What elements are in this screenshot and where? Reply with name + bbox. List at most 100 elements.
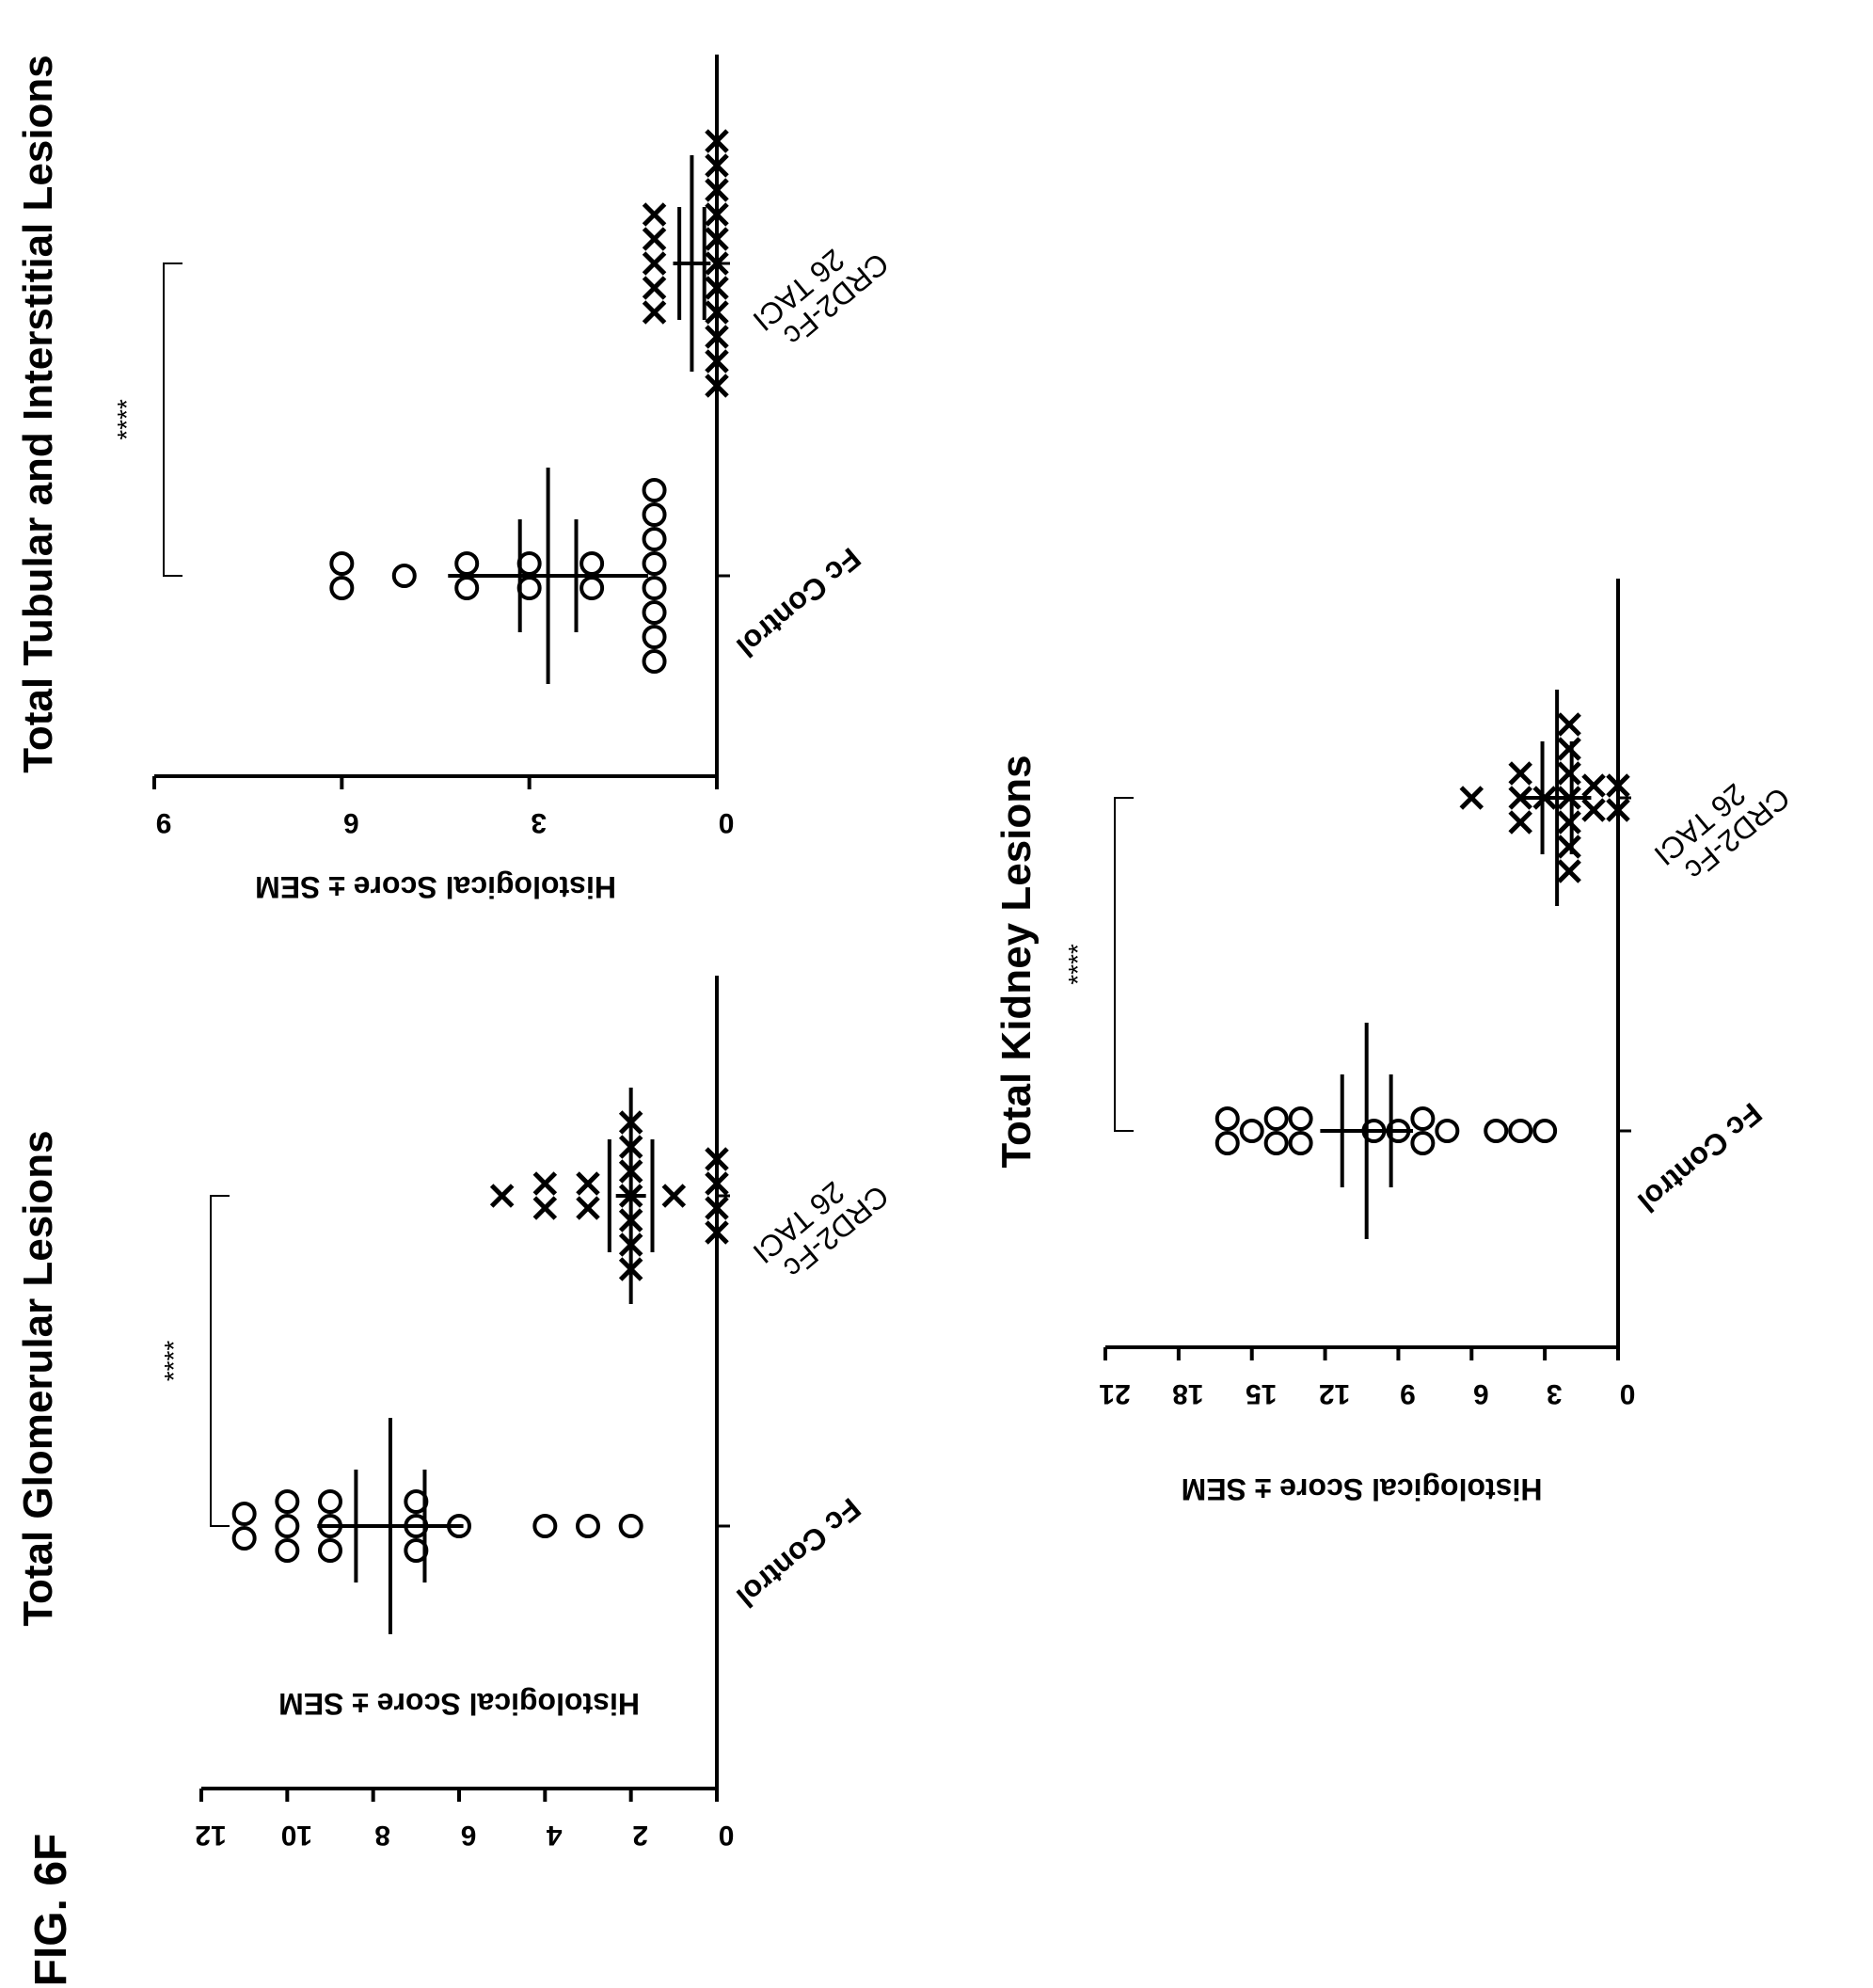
value-axis-label: Histological Score ± SEM (255, 870, 616, 904)
data-point-stroke (705, 374, 729, 398)
data-point (579, 576, 605, 600)
data-point (576, 1171, 600, 1196)
data-point (454, 576, 480, 600)
data-point (576, 1196, 600, 1220)
value-tick-label: 0 (719, 1820, 735, 1851)
data-point-stroke (705, 1171, 729, 1196)
value-tick-label: 2 (632, 1820, 648, 1851)
data-point (1508, 1119, 1533, 1143)
significance-marker: **** (1063, 944, 1092, 985)
data-point-stroke (1508, 761, 1532, 786)
value-tick-label: 10 (281, 1820, 312, 1851)
data-point (1263, 1131, 1289, 1155)
data-point (642, 551, 667, 576)
data-point-stroke (576, 1171, 600, 1196)
data-point (705, 349, 729, 374)
data-point (532, 1171, 558, 1196)
data-point (489, 1184, 515, 1208)
data-point (1557, 737, 1581, 761)
data-point (318, 1489, 342, 1514)
data-point (1557, 712, 1581, 737)
data-point (705, 202, 729, 227)
value-tick-label: 18 (1172, 1378, 1203, 1409)
data-point (1581, 798, 1606, 822)
data-point (705, 1220, 729, 1245)
data-point-stroke (642, 202, 667, 227)
data-point (705, 1171, 729, 1196)
data-point (318, 1538, 342, 1563)
data-point (642, 478, 667, 502)
data-point-stroke (705, 325, 729, 349)
chart-title: Total Tubular and Interstitial Lesions (15, 55, 61, 773)
data-point (532, 1514, 558, 1538)
data-point (642, 625, 667, 649)
value-tick-label: 12 (195, 1820, 226, 1851)
chart-panel: Total Glomerular Lesions 0 2 4 6 8 10 12 Histolo… (15, 976, 896, 1851)
value-tick-label: 6 (1473, 1378, 1489, 1409)
category-label: Fc Control (730, 541, 867, 663)
value-tick-label: 12 (1319, 1378, 1350, 1409)
data-point-stroke (1459, 786, 1484, 810)
data-point (329, 551, 355, 576)
value-tick-label: 8 (374, 1820, 390, 1851)
data-point (1508, 761, 1532, 786)
category-label: Fc Control (730, 1491, 867, 1614)
significance-bracket (1114, 797, 1134, 1132)
category-label: Fc Control (1631, 1096, 1769, 1218)
data-point-stroke (705, 1220, 729, 1245)
data-point-stroke (1557, 810, 1581, 835)
data-point (231, 1502, 257, 1526)
data-point (642, 600, 667, 625)
data-point-stroke (1606, 773, 1630, 798)
data-point (1557, 761, 1581, 786)
data-point-stroke (1557, 859, 1581, 883)
data-point (1557, 859, 1581, 883)
chart-panel: Total Tubular and Interstitial Lesions 0 3… (15, 55, 896, 904)
value-tick-label: 4 (547, 1820, 563, 1851)
data-point (705, 300, 729, 325)
data-point (661, 1184, 687, 1208)
data-point (642, 576, 667, 600)
value-tick-label: 3 (1547, 1378, 1563, 1409)
data-point (1239, 1119, 1264, 1143)
data-point (705, 325, 729, 349)
value-tick-label: 0 (1620, 1378, 1636, 1409)
data-point (391, 564, 417, 588)
data-point (642, 251, 667, 276)
data-point (705, 1196, 729, 1220)
data-point (231, 1526, 257, 1551)
data-point-stroke (1606, 798, 1630, 822)
data-point (1459, 786, 1484, 810)
data-point (705, 129, 729, 153)
data-point (705, 153, 729, 178)
data-point-stroke (705, 251, 729, 276)
data-point-stroke (532, 1171, 558, 1196)
value-tick-label: 15 (1246, 1378, 1277, 1409)
data-point (1214, 1131, 1240, 1155)
data-point (642, 502, 667, 527)
significance-marker: **** (159, 1341, 188, 1382)
significance-marker: **** (112, 399, 141, 440)
data-point (705, 374, 729, 398)
data-point-stroke (705, 1196, 729, 1220)
data-point (1410, 1131, 1436, 1155)
data-point (329, 576, 355, 600)
data-point (1606, 773, 1630, 798)
figure-label: FIG. 6F (26, 1834, 76, 1987)
value-tick-label: 3 (531, 807, 547, 838)
chart-title: Total Kidney Lesions (993, 755, 1040, 1168)
chart-panel: Total Kidney Lesions 0 3 6 9 12 15 18 21 Histolog… (993, 579, 1797, 1506)
data-point-stroke (705, 1147, 729, 1171)
data-point-stroke (705, 153, 729, 178)
data-point (1484, 1119, 1509, 1143)
data-point-stroke (1581, 798, 1606, 822)
data-point (1508, 810, 1532, 835)
data-point (705, 276, 729, 300)
data-point-stroke (642, 227, 667, 251)
data-point (705, 178, 729, 202)
data-point (1532, 1119, 1558, 1143)
data-point-stroke (576, 1196, 600, 1220)
value-tick-label: 9 (1400, 1378, 1416, 1409)
data-point (1606, 798, 1630, 822)
